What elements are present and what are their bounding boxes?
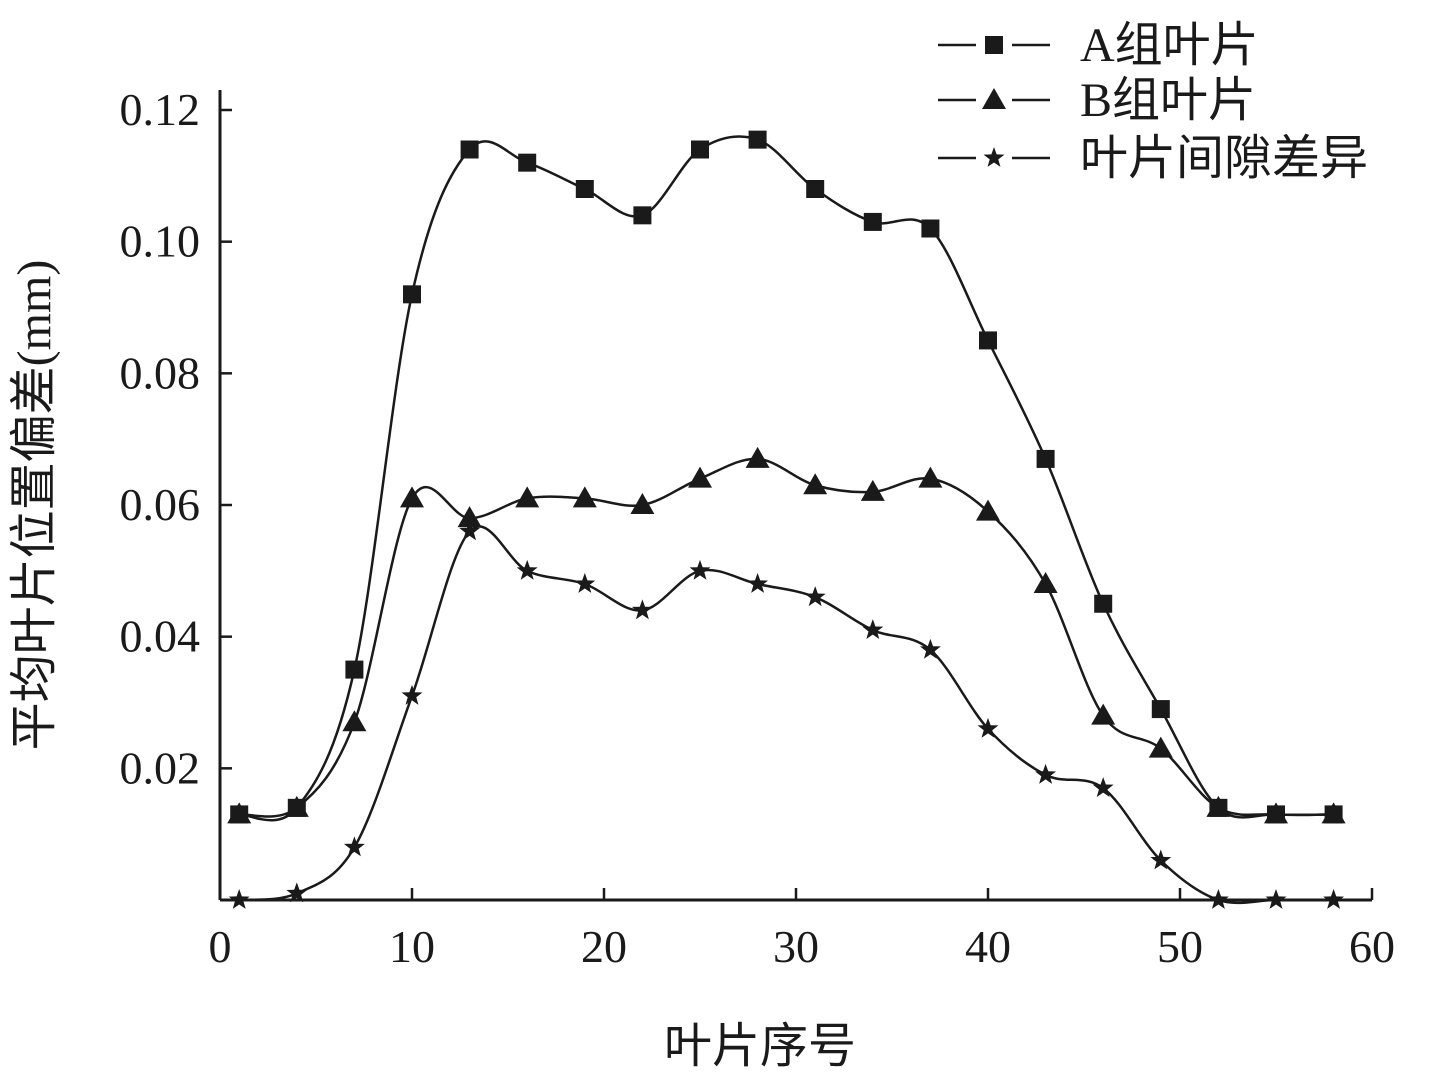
data-point-square — [575, 180, 594, 198]
data-point-star — [977, 717, 999, 738]
data-point-star — [1207, 889, 1229, 909]
y-tick-label: 0.12 — [120, 84, 201, 135]
legend-label: B组叶片 — [1080, 74, 1256, 127]
data-point-square — [403, 285, 421, 304]
data-point-star — [1323, 889, 1345, 909]
data-point-triangle — [860, 479, 885, 501]
data-point-square — [979, 331, 997, 350]
chart-axes — [218, 90, 1372, 902]
data-point-star — [1265, 889, 1287, 909]
y-tick-label: 0.06 — [120, 479, 201, 530]
data-point-star — [804, 586, 826, 607]
legend-label: 叶片间隙差异 — [1080, 132, 1368, 185]
data-point-triangle — [1033, 572, 1058, 593]
data-point-star — [343, 836, 365, 857]
data-point-triangle — [457, 506, 482, 528]
data-point-star — [631, 599, 653, 620]
data-point-square — [806, 180, 825, 198]
x-tick-label: 20 — [581, 921, 627, 972]
data-point-triangle — [284, 795, 309, 817]
data-point-star — [401, 684, 423, 705]
data-point-triangle — [918, 466, 943, 488]
data-point-star — [286, 882, 308, 903]
legend-item: B组叶片 — [938, 74, 1256, 127]
legend-marker-triangle — [982, 88, 1006, 109]
y-tick-label: 0.10 — [120, 216, 201, 267]
data-point-star — [459, 520, 481, 541]
data-point-triangle — [745, 446, 770, 468]
data-point-star — [228, 889, 250, 909]
data-point-square — [863, 212, 882, 231]
x-tick-label: 50 — [1157, 921, 1203, 972]
x-tick-label: 10 — [389, 921, 435, 972]
data-point-star — [747, 573, 769, 593]
y-tick-label: 0.02 — [120, 742, 201, 793]
data-point-triangle — [1206, 795, 1231, 817]
data-point-star — [919, 638, 941, 659]
legend-label: A组叶片 — [1080, 19, 1259, 72]
data-point-square — [691, 140, 709, 159]
data-point-square — [921, 219, 940, 238]
data-point-star — [1150, 849, 1172, 870]
y-tick-label: 0.04 — [120, 611, 201, 662]
axis-ticks: 0 10 20 30 40 50 60 0.02 0.04 0.06 0.08 0.10 0.12 — [120, 84, 1396, 972]
data-point-triangle — [1264, 802, 1288, 824]
series-lines — [239, 135, 1334, 905]
data-point-triangle — [515, 486, 540, 508]
x-tick-label: 60 — [1349, 921, 1395, 972]
data-point-star — [1092, 777, 1114, 797]
data-point-triangle — [803, 473, 828, 495]
x-axis-title: 叶片序号 — [664, 1020, 856, 1072]
data-point-star — [1035, 763, 1057, 784]
legend-marker-square — [985, 36, 1003, 54]
data-point-triangle — [400, 486, 424, 508]
data-point-star — [516, 559, 538, 580]
y-tick-label: 0.08 — [120, 347, 201, 398]
series-markers — [227, 130, 1346, 909]
data-point-triangle — [572, 486, 597, 508]
data-point-triangle — [1091, 703, 1116, 725]
data-point-square — [1036, 449, 1055, 468]
data-point-triangle — [688, 466, 712, 488]
data-point-square — [633, 206, 652, 225]
y-axis-title: 平均叶片位置偏差(mm) — [8, 260, 61, 751]
data-point-triangle — [342, 710, 367, 732]
x-tick-label: 0 — [209, 921, 232, 972]
legend-item: 叶片间隙差异 — [938, 132, 1368, 185]
legend-item: A组叶片 — [938, 19, 1259, 72]
data-point-square — [1094, 594, 1113, 613]
legend-marker-star — [983, 147, 1005, 167]
series-line-0 — [239, 135, 1334, 822]
data-point-star — [862, 619, 884, 639]
series-line-1 — [239, 457, 1334, 818]
data-point-square — [1151, 700, 1170, 719]
data-point-triangle — [1148, 736, 1173, 758]
data-point-square — [460, 140, 479, 159]
x-tick-label: 30 — [773, 921, 819, 972]
data-point-triangle — [976, 499, 1000, 521]
x-tick-label: 40 — [965, 921, 1011, 972]
data-point-star — [689, 559, 711, 580]
data-point-square — [518, 153, 537, 172]
data-point-square — [345, 660, 364, 679]
data-point-star — [574, 573, 596, 593]
data-point-square — [748, 130, 767, 149]
data-point-triangle — [227, 802, 252, 824]
data-point-triangle — [630, 493, 655, 514]
data-point-triangle — [1321, 802, 1346, 824]
